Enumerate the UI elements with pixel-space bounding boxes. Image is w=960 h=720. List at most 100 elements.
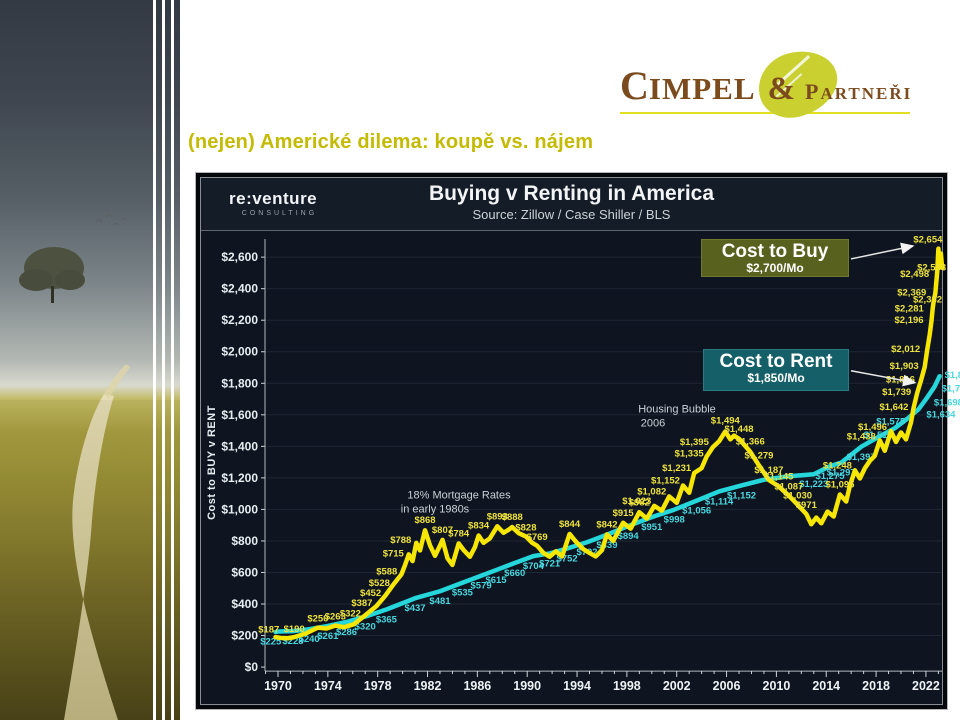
white-divider-stripe — [171, 0, 174, 720]
buy-data-label: $893 — [487, 511, 508, 522]
buy-data-label: $888 — [502, 512, 523, 523]
y-tick-label: $400 — [231, 597, 258, 611]
y-tick-label: $0 — [245, 660, 259, 674]
rent-data-label: $1,575 — [876, 417, 905, 428]
white-divider-stripe — [162, 0, 165, 720]
buy-data-label: $2,281 — [895, 303, 924, 314]
buy-data-label: $187 — [258, 625, 279, 636]
buy-data-label: $1,152 — [651, 475, 680, 486]
x-tick-label: 2022 — [912, 679, 940, 693]
buy-data-label: $1,030 — [783, 491, 812, 502]
rent-data-label: $1,845 — [945, 370, 960, 381]
buy-data-label: $807 — [432, 525, 453, 536]
buy-data-label: $842 — [596, 519, 617, 530]
chart-annotation: 2006 — [641, 418, 665, 430]
photo-decoration — [0, 214, 180, 720]
rent-data-label: $894 — [618, 531, 640, 542]
rent-data-label: $721 — [539, 558, 560, 569]
buy-data-label: $788 — [390, 535, 411, 546]
y-tick-label: $600 — [231, 565, 258, 579]
logo-underline — [620, 112, 910, 114]
white-divider-stripe — [153, 0, 156, 720]
series-buy — [273, 246, 945, 641]
y-tick-label: $2,600 — [221, 250, 258, 264]
rent-data-label: $615 — [485, 575, 506, 586]
rent-data-label: $704 — [523, 561, 545, 572]
buy-data-label: $1,903 — [890, 361, 919, 372]
rent-data-label: $261 — [317, 631, 338, 642]
rent-data-label: $1,515 — [864, 430, 893, 441]
chart-plot-svg: $0 $200 $400 $600 $800 $1,000 $1,200 $1,400 $1,6… — [206, 235, 960, 693]
chart-frame: re:venture CONSULTING Buying v Renting i… — [200, 177, 960, 705]
rent-data-label: $998 — [664, 515, 685, 526]
rent-data-label: $286 — [336, 627, 357, 638]
buy-data-label: $2,012 — [891, 344, 920, 355]
rent-data-label: $225 — [260, 637, 281, 648]
reventure-consulting-label: CONSULTING — [241, 210, 318, 217]
buy-data-label: $1,395 — [680, 437, 709, 448]
slide-title: (nejen) Americké dilema: koupě vs. nájem — [188, 131, 594, 153]
reventure-logo: re:venture CONSULTING — [229, 189, 317, 217]
buy-data-label: $784 — [448, 528, 470, 539]
chart-panel: re:venture CONSULTING Buying v Renting i… — [195, 172, 960, 710]
x-tick-label: 1978 — [364, 679, 392, 693]
buy-legend-label: Cost to Buy — [721, 241, 829, 262]
rent-data-label: $1,397 — [847, 452, 876, 463]
buy-data-label: $2,369 — [897, 288, 926, 299]
rent-legend-value: $1,850/Mo — [747, 371, 805, 385]
buy-data-label: $982 — [629, 497, 650, 508]
rent-data-label: $1,152 — [727, 490, 756, 501]
buy-data-label: $263 — [325, 612, 346, 623]
legend-cost-to-rent: Cost to Rent $1,850/Mo — [703, 349, 849, 391]
buy-data-label: $2,533 — [917, 263, 946, 274]
buy-data-label: $915 — [613, 508, 634, 519]
y-tick-label: $1,000 — [221, 502, 258, 516]
y-tick-label: $2,200 — [221, 313, 258, 327]
rent-data-label: $951 — [641, 522, 662, 533]
logo-suffix-initial: P — [805, 79, 821, 104]
x-tick-label: 2014 — [812, 679, 840, 693]
buy-data-label: $769 — [527, 532, 548, 543]
logo-ampersand: & — [767, 71, 796, 107]
buy-data-label: $2,332 — [913, 294, 942, 305]
rent-data-label: $365 — [376, 615, 397, 626]
y-tick-label: $1,600 — [221, 408, 258, 422]
rent-data-label: $1,056 — [682, 506, 711, 517]
rent-data-label: $481 — [429, 596, 450, 607]
buy-line — [273, 246, 945, 641]
y-tick-label: $1,400 — [221, 439, 258, 453]
buy-data-label: $1,087 — [774, 482, 803, 493]
buy-data-label: $1,335 — [675, 449, 704, 460]
buy-data-label: $1,448 — [725, 424, 754, 435]
x-tick-label: 2010 — [763, 679, 791, 693]
legend-arrow — [850, 242, 915, 260]
dirt-path — [2, 394, 118, 720]
x-tick-label: 2002 — [663, 679, 691, 693]
rent-data-label: $320 — [355, 622, 376, 633]
y-axis-title: Cost to BUY v RENT — [206, 405, 218, 520]
chart-title: Buying v Renting in America — [428, 182, 715, 205]
y-tick-label: $1,200 — [221, 471, 258, 485]
chart-annotation: 18% Mortgage Rates — [407, 489, 511, 501]
chart-header: re:venture CONSULTING Buying v Renting i… — [201, 178, 942, 231]
buy-data-label: $2,654 — [913, 235, 943, 246]
nature-photo-strip — [0, 0, 180, 720]
buy-data-label: $1,145 — [764, 472, 793, 483]
rent-data-label: $535 — [452, 588, 473, 599]
dirt-path-fork — [104, 364, 130, 399]
buy-data-label: $1,279 — [744, 450, 773, 461]
chart-annotation: in early 1980s — [401, 503, 470, 515]
chart-title-block: Buying v Renting in America Source: Zill… — [201, 182, 942, 222]
buy-data-label: $190 — [284, 624, 305, 635]
logo-wordmark: C IMPEL & P ARTNEŘI — [620, 62, 920, 109]
buy-data-label: $2,498 — [900, 269, 929, 280]
rent-data-label: $752 — [557, 553, 578, 564]
rent-data-label: $1,114 — [705, 496, 734, 507]
buy-data-label: $322 — [340, 608, 361, 619]
x-tick-label: 1970 — [264, 679, 292, 693]
rent-data-label: $1,275 — [815, 471, 844, 482]
buy-data-label: $868 — [414, 515, 435, 526]
tree-silhouette — [19, 247, 85, 303]
buy-data-label: $1,082 — [637, 486, 666, 497]
y-tick-label: $1,800 — [221, 376, 258, 390]
